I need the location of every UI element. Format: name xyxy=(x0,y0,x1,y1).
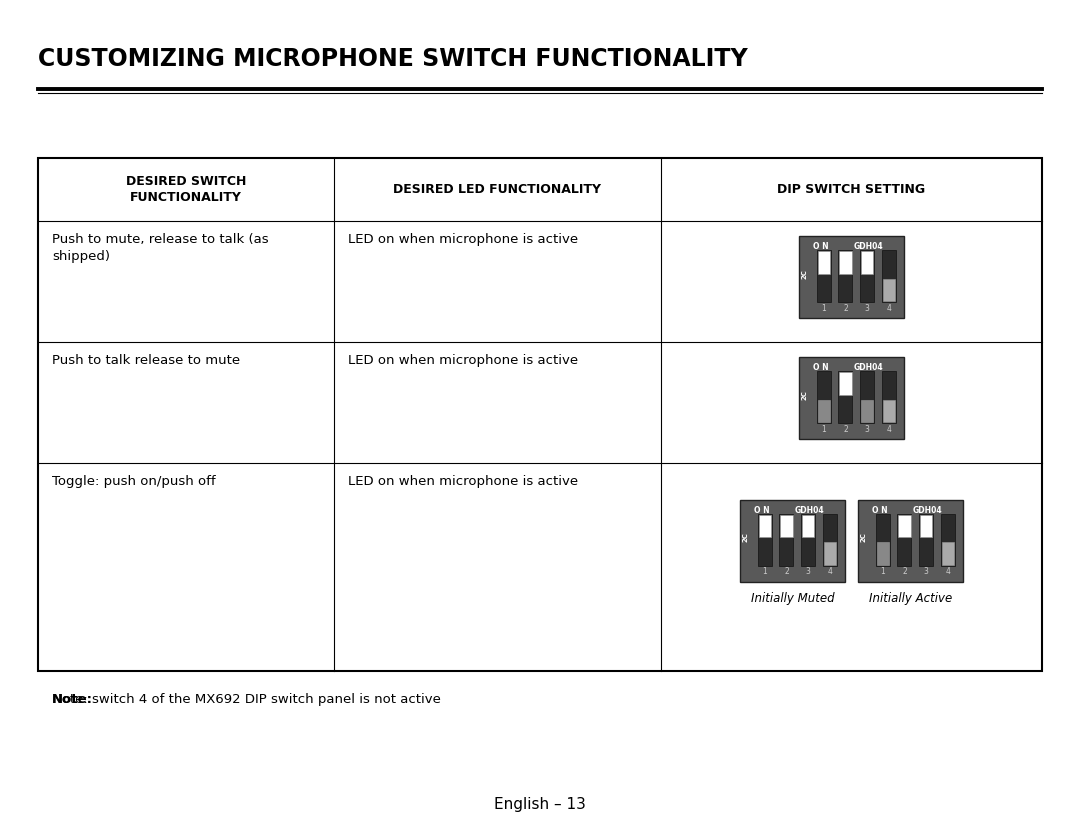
Text: 1: 1 xyxy=(762,567,767,576)
Bar xyxy=(861,371,874,424)
Text: Initially Muted: Initially Muted xyxy=(751,591,834,605)
Bar xyxy=(780,515,793,537)
Bar xyxy=(838,371,852,424)
Text: GDH04: GDH04 xyxy=(854,243,883,252)
Bar xyxy=(899,515,910,537)
Text: 2: 2 xyxy=(843,304,848,313)
Text: LED on when microphone is active: LED on when microphone is active xyxy=(348,475,578,488)
Bar xyxy=(801,514,815,565)
Text: 3: 3 xyxy=(865,304,869,313)
Text: LED on when microphone is active: LED on when microphone is active xyxy=(348,354,578,367)
Bar xyxy=(920,515,932,537)
Bar xyxy=(882,371,896,424)
Bar xyxy=(823,514,837,565)
Text: 2C: 2C xyxy=(801,390,808,400)
Text: Note:: Note: xyxy=(52,693,93,706)
Text: DESIRED LED FUNCTIONALITY: DESIRED LED FUNCTIONALITY xyxy=(393,183,602,196)
Text: 4: 4 xyxy=(887,304,891,313)
Text: Push to mute, release to talk (as
shipped): Push to mute, release to talk (as shippe… xyxy=(52,233,269,263)
Bar xyxy=(758,515,771,537)
Bar xyxy=(818,399,829,422)
Bar xyxy=(38,158,1042,671)
Text: GDH04: GDH04 xyxy=(854,364,883,373)
Bar xyxy=(919,514,933,565)
Bar xyxy=(877,541,889,565)
Bar xyxy=(818,252,829,274)
Text: 2C: 2C xyxy=(742,533,748,542)
Text: 2: 2 xyxy=(843,425,848,434)
Text: 4: 4 xyxy=(946,567,950,576)
Bar xyxy=(799,237,904,319)
Text: English – 13: English – 13 xyxy=(494,796,586,811)
Text: O N: O N xyxy=(754,505,770,515)
Bar xyxy=(780,514,794,565)
Text: 1: 1 xyxy=(822,304,826,313)
Text: DESIRED SWITCH
FUNCTIONALITY: DESIRED SWITCH FUNCTIONALITY xyxy=(125,175,246,204)
Bar xyxy=(799,358,904,440)
Text: 2C: 2C xyxy=(861,533,866,542)
Bar xyxy=(758,514,772,565)
Bar xyxy=(816,250,831,303)
Bar xyxy=(861,252,874,274)
Text: 3: 3 xyxy=(923,567,929,576)
Text: 2: 2 xyxy=(902,567,907,576)
Text: Push to talk release to mute: Push to talk release to mute xyxy=(52,354,240,367)
Bar xyxy=(858,500,963,581)
Bar xyxy=(839,252,852,274)
Text: 2: 2 xyxy=(784,567,788,576)
Text: DIP SWITCH SETTING: DIP SWITCH SETTING xyxy=(778,183,926,196)
Text: Toggle: push on/push off: Toggle: push on/push off xyxy=(52,475,215,488)
Text: 4: 4 xyxy=(827,567,833,576)
Bar xyxy=(882,399,895,422)
Bar xyxy=(740,500,845,581)
Text: 3: 3 xyxy=(806,567,811,576)
Bar xyxy=(824,541,836,565)
Bar xyxy=(802,515,814,537)
Bar xyxy=(882,250,896,303)
Text: GDH04: GDH04 xyxy=(795,505,825,515)
Bar xyxy=(876,514,890,565)
Text: GDH04: GDH04 xyxy=(913,505,943,515)
Bar xyxy=(861,399,874,422)
Text: Initially Active: Initially Active xyxy=(868,591,951,605)
Bar xyxy=(942,541,955,565)
Text: 3: 3 xyxy=(865,425,869,434)
Text: CUSTOMIZING MICROPHONE SWITCH FUNCTIONALITY: CUSTOMIZING MICROPHONE SWITCH FUNCTIONAL… xyxy=(38,47,747,71)
Text: 2C: 2C xyxy=(801,269,808,279)
Text: LED on when microphone is active: LED on when microphone is active xyxy=(348,233,578,246)
Text: O N: O N xyxy=(872,505,888,515)
Text: O N: O N xyxy=(813,364,828,373)
Text: O N: O N xyxy=(813,243,828,252)
Bar xyxy=(839,373,852,395)
Bar xyxy=(816,371,831,424)
Text: 1: 1 xyxy=(880,567,886,576)
Bar xyxy=(838,250,852,303)
Text: 4: 4 xyxy=(887,425,891,434)
Bar xyxy=(882,279,895,301)
Text: 1: 1 xyxy=(822,425,826,434)
Bar xyxy=(861,250,874,303)
Text: Note: switch 4 of the MX692 DIP switch panel is not active: Note: switch 4 of the MX692 DIP switch p… xyxy=(52,693,441,706)
Bar xyxy=(897,514,912,565)
Bar xyxy=(941,514,955,565)
